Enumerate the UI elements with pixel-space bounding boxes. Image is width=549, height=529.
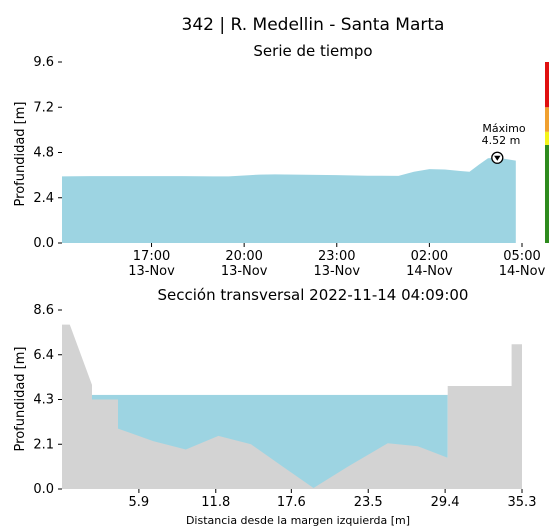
x-tick-label: 11.8 bbox=[201, 495, 230, 510]
x-tick-label: 17.6 bbox=[277, 495, 306, 510]
x-tick-label: 29.4 bbox=[431, 495, 460, 510]
y-tick-label: 8.6 bbox=[33, 303, 54, 318]
timeseries-chart: Serie de tiempo 0.02.44.87.29.6 17:0013-… bbox=[13, 42, 549, 279]
x-tick-time: 05:00 bbox=[503, 249, 540, 264]
cross-section-plot-area bbox=[62, 324, 522, 489]
x-tick-date: 13-Nov bbox=[313, 264, 360, 279]
y-tick-label: 2.4 bbox=[33, 191, 54, 206]
timeseries-x-ticks: 17:0013-Nov20:0013-Nov23:0013-Nov02:0014… bbox=[128, 243, 546, 279]
alert-level-bar bbox=[545, 62, 549, 243]
y-tick-label: 2.1 bbox=[33, 437, 54, 452]
x-tick-time: 17:00 bbox=[133, 249, 170, 264]
cross-section-x-ticks: 5.9 11.8 17.6 23.5 29.4 35.3 bbox=[129, 489, 537, 510]
cross-section-xlabel: Distancia desde la margen izquierda [m] bbox=[186, 514, 410, 527]
alert-level-segment bbox=[545, 62, 549, 108]
figure-title: 342 | R. Medellin - Santa Marta bbox=[182, 15, 445, 35]
cross-section-title: Sección transversal 2022-11-14 04:09:00 bbox=[158, 286, 469, 304]
x-tick-date: 14-Nov bbox=[406, 264, 453, 279]
alert-level-segment bbox=[545, 144, 549, 243]
timeseries-title: Serie de tiempo bbox=[253, 42, 372, 60]
max-value: 4.52 m bbox=[482, 134, 521, 147]
terrain-fill bbox=[62, 324, 522, 489]
x-tick-label: 23.5 bbox=[354, 495, 383, 510]
x-tick-date: 13-Nov bbox=[128, 264, 175, 279]
x-tick-label: 35.3 bbox=[508, 495, 537, 510]
max-annotation: Máximo 4.52 m bbox=[482, 122, 526, 164]
x-tick-date: 13-Nov bbox=[221, 264, 268, 279]
y-tick-label: 4.8 bbox=[33, 146, 54, 161]
y-tick-label: 0.0 bbox=[33, 236, 54, 251]
max-marker-arrow bbox=[494, 155, 501, 161]
x-tick-time: 20:00 bbox=[225, 249, 262, 264]
depth-series-area bbox=[62, 157, 516, 243]
x-tick-date: 14-Nov bbox=[499, 264, 546, 279]
cross-section-y-ticks: 0.0 2.1 4.3 6.4 8.6 bbox=[33, 303, 62, 497]
y-tick-label: 0.0 bbox=[33, 482, 54, 497]
y-tick-label: 6.4 bbox=[33, 348, 54, 363]
alert-level-segment bbox=[545, 131, 549, 145]
cross-section-chart: Sección transversal 2022-11-14 04:09:00 … bbox=[13, 286, 536, 527]
max-label: Máximo bbox=[482, 122, 526, 135]
cross-section-ylabel: Profundidad [m] bbox=[13, 347, 28, 452]
y-tick-label: 7.2 bbox=[33, 100, 54, 115]
timeseries-y-ticks: 0.0 2.4 4.8 7.2 9.6 bbox=[33, 55, 62, 251]
x-tick-time: 23:00 bbox=[318, 249, 355, 264]
timeseries-plot-area bbox=[62, 157, 516, 243]
alert-level-segment bbox=[545, 107, 549, 132]
timeseries-ylabel: Profundidad [m] bbox=[13, 102, 28, 207]
x-tick-label: 5.9 bbox=[129, 495, 150, 510]
x-tick-time: 02:00 bbox=[411, 249, 448, 264]
y-tick-label: 9.6 bbox=[33, 55, 54, 70]
y-tick-label: 4.3 bbox=[33, 393, 54, 408]
